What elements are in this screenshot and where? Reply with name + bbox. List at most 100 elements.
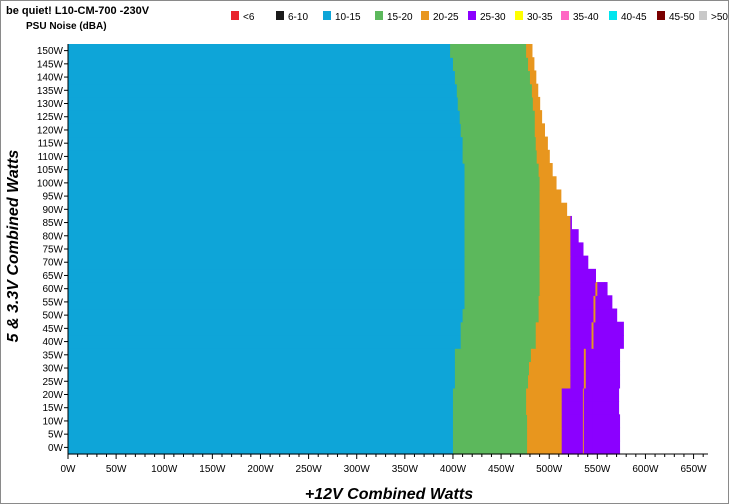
y-tick-label: 140W bbox=[37, 73, 64, 84]
heatmap-cell bbox=[456, 83, 533, 98]
y-tick-label: 60W bbox=[42, 284, 63, 295]
y-tick-label: 50W bbox=[42, 311, 63, 322]
heatmap-cell bbox=[583, 427, 594, 442]
heatmap-cell bbox=[460, 334, 537, 349]
legend-label: 45-50 bbox=[669, 12, 695, 23]
heatmap-cell bbox=[527, 414, 560, 429]
heatmap-cell bbox=[539, 189, 562, 204]
heatmap-cell bbox=[594, 374, 621, 389]
heatmap-cell bbox=[68, 70, 456, 85]
heatmap-cell bbox=[464, 282, 541, 296]
heatmap-cell bbox=[558, 427, 563, 442]
y-tick-label: 130W bbox=[37, 99, 64, 110]
heatmap-cell bbox=[539, 176, 557, 191]
y-tick-label: 0W bbox=[48, 443, 64, 454]
heatmap-cell bbox=[464, 176, 541, 191]
heatmap-cell bbox=[539, 255, 570, 270]
heatmap-cell bbox=[565, 334, 571, 349]
x-tick-label: 200W bbox=[247, 464, 274, 475]
heatmap-cell bbox=[594, 361, 621, 376]
y-tick-label: 95W bbox=[42, 192, 63, 203]
heatmap-cell bbox=[582, 414, 585, 429]
heatmap-cell bbox=[534, 123, 545, 138]
heatmap-cell bbox=[68, 348, 456, 363]
y-tick-label: 55W bbox=[42, 297, 63, 308]
x-tick-label: 350W bbox=[392, 464, 419, 475]
x-axis: 0W 50W 100W 150W 200W 250W 300W 350W 400W 450W 500… bbox=[61, 453, 708, 475]
heatmap-cell bbox=[561, 427, 584, 442]
legend-label: 35-40 bbox=[573, 12, 599, 23]
heatmap-cell bbox=[454, 70, 531, 85]
heatmap-cell bbox=[530, 348, 565, 363]
x-tick-label: 50W bbox=[106, 464, 127, 475]
y-axis: 0W 5W 10W 15W 20W 25W 30W 35W 40W 45W 50W 55W 60W 65W… bbox=[37, 44, 69, 454]
x-tick-label: 250W bbox=[296, 464, 323, 475]
y-tick-label: 125W bbox=[37, 112, 64, 123]
heatmap-cell bbox=[568, 215, 571, 230]
heatmap-cell bbox=[582, 440, 585, 455]
x-tick-label: 550W bbox=[584, 464, 611, 475]
heatmap-cell bbox=[539, 215, 570, 230]
chart-subtitle: PSU Noise (dBA) bbox=[26, 21, 107, 32]
legend-label: >50 bbox=[711, 12, 728, 23]
legend-label: <6 bbox=[243, 12, 255, 23]
y-tick-label: 25W bbox=[42, 377, 63, 388]
heatmap-cell bbox=[604, 282, 608, 296]
heatmap-cell bbox=[566, 308, 571, 323]
heatmap-cell bbox=[561, 414, 584, 429]
heatmap-cell bbox=[452, 414, 528, 429]
heatmap-cell bbox=[570, 268, 596, 283]
heatmap-cell bbox=[68, 268, 466, 283]
heatmap-cell bbox=[570, 308, 595, 323]
heatmap-cell bbox=[535, 321, 567, 336]
heatmap-cell bbox=[583, 414, 594, 429]
heatmap-cell bbox=[68, 414, 454, 429]
heatmap-cell bbox=[462, 149, 538, 164]
heatmap-cell bbox=[583, 348, 587, 363]
heatmap-cell bbox=[535, 334, 567, 349]
heatmap-cell bbox=[454, 348, 532, 363]
y-tick-label: 5W bbox=[48, 430, 64, 441]
heatmap-cell bbox=[526, 401, 560, 415]
x-tick-label: 150W bbox=[199, 464, 226, 475]
heatmap-cell bbox=[585, 374, 596, 389]
legend-label: 15-20 bbox=[387, 12, 413, 23]
heatmap-cell bbox=[598, 334, 624, 349]
heatmap-cell bbox=[68, 401, 454, 415]
heatmap-cell bbox=[538, 163, 553, 177]
heatmap-cell bbox=[539, 282, 570, 296]
heatmap-cell bbox=[570, 255, 589, 270]
legend-label: 40-45 bbox=[621, 12, 647, 23]
heatmap-cell bbox=[597, 282, 605, 296]
legend: <6 6-10 10-15 15-20 20-25 25-30 30-35 35-40 40-4… bbox=[231, 11, 728, 23]
heatmap-cell bbox=[594, 348, 621, 363]
heatmap-cell bbox=[561, 401, 584, 415]
heatmap-cell bbox=[452, 401, 527, 415]
heatmap-cell bbox=[538, 308, 568, 323]
heatmap-cell bbox=[464, 268, 541, 283]
heatmap-cell bbox=[602, 308, 618, 323]
heatmap-cell bbox=[68, 44, 451, 58]
heatmap-cell bbox=[464, 255, 541, 270]
heatmap-cell bbox=[68, 295, 466, 310]
y-tick-label: 110W bbox=[38, 152, 64, 163]
heatmap-cell bbox=[538, 295, 568, 310]
heatmap-cell bbox=[558, 414, 563, 429]
heatmap-cell bbox=[68, 374, 456, 389]
legend-swatch bbox=[375, 11, 383, 20]
legend-label: 25-30 bbox=[480, 12, 506, 23]
heatmap-cell bbox=[570, 361, 585, 376]
y-tick-label: 90W bbox=[42, 205, 63, 216]
y-tick-label: 75W bbox=[42, 245, 63, 256]
legend-swatch bbox=[657, 11, 665, 20]
heatmap-cell bbox=[568, 242, 571, 257]
y-tick-label: 70W bbox=[42, 258, 63, 269]
heatmap-cell bbox=[68, 440, 454, 455]
heatmap-cell bbox=[593, 321, 599, 336]
y-tick-label: 120W bbox=[37, 125, 64, 136]
legend-swatch bbox=[561, 11, 569, 20]
heatmap-cell bbox=[68, 176, 466, 191]
heatmap-cell bbox=[565, 321, 571, 336]
heatmap-cell bbox=[561, 440, 584, 455]
heatmap-cell bbox=[583, 440, 594, 455]
